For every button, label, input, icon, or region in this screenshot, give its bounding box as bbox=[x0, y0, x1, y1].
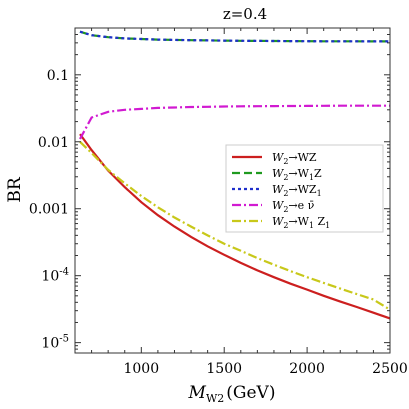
y-tick-label: 10-4 bbox=[41, 267, 69, 285]
y-axis: 0.1 0.01 0.001 10-4 10-5 bbox=[29, 27, 390, 354]
y-tick-label: 0.001 bbox=[29, 202, 69, 218]
plot-area bbox=[79, 30, 391, 320]
x-tick-label: 2000 bbox=[289, 361, 325, 377]
legend-label-3: W2→WZ1 bbox=[272, 183, 322, 198]
legend-label-5: W2→W1 Z1 bbox=[272, 215, 330, 230]
y-tick-label: 0.1 bbox=[47, 68, 69, 84]
chart-title: z=0.4 bbox=[223, 5, 267, 23]
x-tick-label: 1500 bbox=[206, 361, 242, 377]
x-tick-label: 2500 bbox=[372, 361, 408, 377]
series-line-3 bbox=[79, 30, 390, 43]
series-line-5 bbox=[79, 141, 391, 311]
series-line-2 bbox=[79, 30, 390, 43]
y-tick-label: 0.01 bbox=[38, 135, 69, 151]
x-axis: 1000 1500 2000 2500 bbox=[91, 28, 408, 377]
series-line-4 bbox=[79, 104, 390, 140]
legend-label-2: W2→W1Z bbox=[272, 167, 322, 182]
plot-frame bbox=[74, 27, 391, 354]
legend-label-1: W2→WZ bbox=[272, 151, 317, 166]
legend-label-4: W2→e ν̄ bbox=[272, 199, 315, 214]
x-tick-label: 1000 bbox=[123, 361, 159, 377]
y-axis-label: BR bbox=[5, 176, 25, 202]
x-axis-label: MW2 (GeV) bbox=[188, 383, 276, 405]
y-tick-label: 10-5 bbox=[41, 334, 69, 352]
series-line-1 bbox=[79, 133, 391, 320]
